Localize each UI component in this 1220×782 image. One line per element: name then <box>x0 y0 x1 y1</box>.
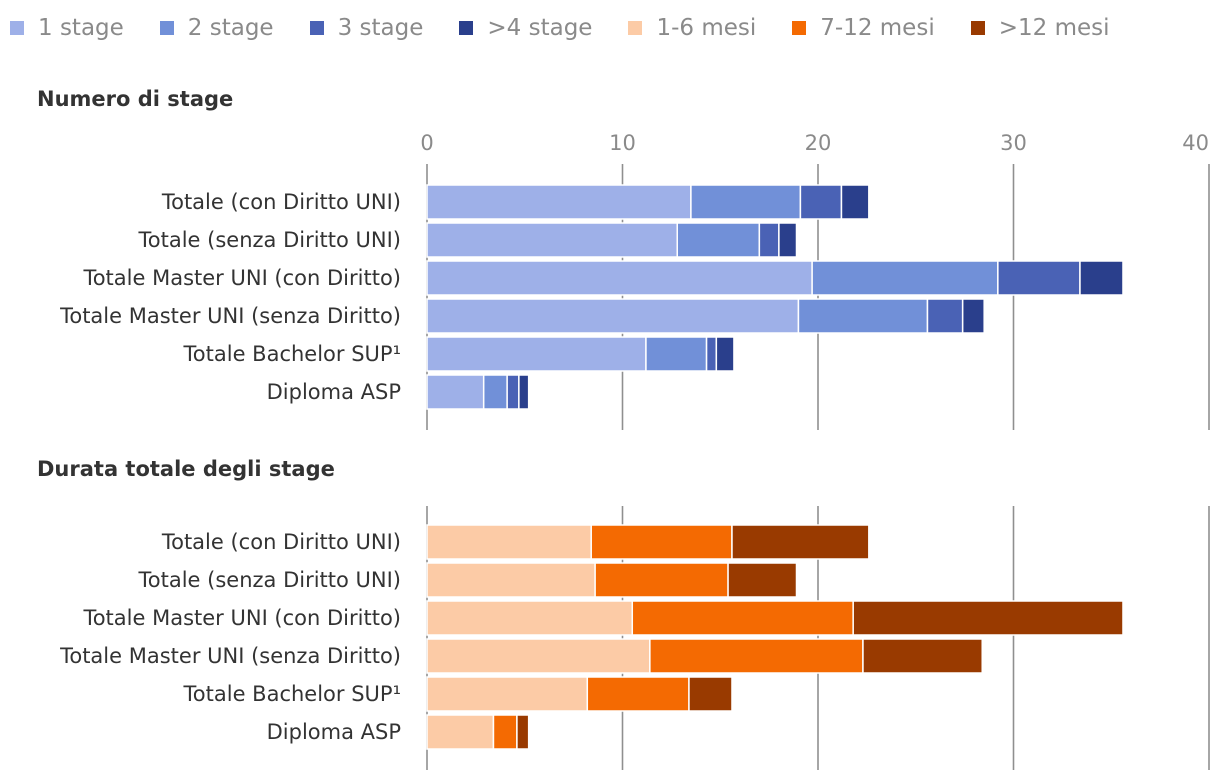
category-label: Totale (senza Diritto UNI) <box>138 228 402 252</box>
panel-title: Numero di stage <box>37 87 233 111</box>
category-label: Totale (senza Diritto UNI) <box>138 568 402 592</box>
bar-segment <box>426 260 813 296</box>
bar-segment <box>426 638 651 674</box>
tick-label: 40 <box>1182 131 1209 155</box>
bar-segment <box>676 222 761 258</box>
legend-swatch <box>159 21 174 35</box>
bar-segment <box>426 600 634 636</box>
legend-swatch <box>459 21 474 35</box>
legend-label: 1 stage <box>38 15 124 41</box>
bar-segment <box>715 336 735 372</box>
legend-item[interactable]: >12 mesi <box>970 15 1110 41</box>
legend-swatch <box>309 21 324 35</box>
bar-segment <box>594 562 729 598</box>
legend-label: 7-12 mesi <box>820 15 935 41</box>
bar-segment <box>426 524 592 560</box>
bar-segment <box>799 184 843 220</box>
category-label: Totale Master UNI (senza Diritto) <box>59 644 401 668</box>
bar-segment <box>649 638 864 674</box>
bar-segment <box>645 336 708 372</box>
bar-segment <box>426 562 596 598</box>
legend-item[interactable]: 7-12 mesi <box>792 15 935 41</box>
legend-swatch <box>628 21 643 35</box>
bar-segment <box>506 374 520 410</box>
bar-segment <box>862 638 983 674</box>
tick-label: 20 <box>805 131 832 155</box>
bar-segment <box>852 600 1124 636</box>
category-label: Diploma ASP <box>267 380 401 404</box>
bar-segment <box>997 260 1081 296</box>
bar-segment <box>426 714 495 750</box>
legend-item[interactable]: >4 stage <box>459 15 592 41</box>
legend-label: 3 stage <box>337 15 424 41</box>
tick-label: 30 <box>1000 131 1027 155</box>
bar-segment <box>688 676 733 712</box>
category-label: Totale Bachelor SUP¹ <box>183 342 401 366</box>
legend-label: 2 stage <box>187 15 274 41</box>
bar-segment <box>690 184 802 220</box>
category-label: Totale Bachelor SUP¹ <box>183 682 401 706</box>
bar-segment <box>926 298 964 334</box>
bar-segment <box>811 260 999 296</box>
legend-label: >4 stage <box>487 15 593 41</box>
bar-segment <box>705 336 718 372</box>
bar-segment <box>727 562 798 598</box>
bar-segment <box>731 524 870 560</box>
legend-swatch <box>970 21 985 35</box>
legend-item[interactable]: 1 stage <box>10 15 124 41</box>
legend-swatch <box>792 21 807 35</box>
category-label: Diploma ASP <box>267 720 401 744</box>
bar-segment <box>516 714 530 750</box>
tick-label: 0 <box>420 131 433 155</box>
legend-label: 1-6 mesi <box>656 15 757 41</box>
legend-item[interactable]: 2 stage <box>159 15 274 41</box>
category-label: Totale (con Diritto UNI) <box>161 530 401 554</box>
category-label: Totale Master UNI (con Diritto) <box>82 606 401 630</box>
category-label: Totale Master UNI (senza Diritto) <box>59 304 401 328</box>
bar-segment <box>518 374 530 410</box>
tick-label: 10 <box>609 131 636 155</box>
bar-segment <box>778 222 798 258</box>
bar-segment <box>631 600 854 636</box>
category-label: Totale (con Diritto UNI) <box>161 190 401 214</box>
bar-segment <box>426 222 678 258</box>
bar-segment <box>586 676 690 712</box>
legend-item[interactable]: 3 stage <box>309 15 424 41</box>
legend-swatch <box>10 21 24 35</box>
bar-segment <box>840 184 870 220</box>
bar-segment <box>426 184 692 220</box>
bar-segment <box>426 336 647 372</box>
bar-segment <box>797 298 929 334</box>
legend: 1 stage 2 stage 3 stage >4 stage 1-6 mesi 7-1… <box>10 8 1146 48</box>
bar-segment <box>590 524 733 560</box>
bar-segment <box>426 374 485 410</box>
bar-segment <box>1079 260 1124 296</box>
bar-segment <box>758 222 780 258</box>
category-label: Totale Master UNI (con Diritto) <box>82 266 401 290</box>
bar-segment <box>482 374 508 410</box>
bar-segment <box>426 676 589 712</box>
bar-segment <box>492 714 518 750</box>
legend-item[interactable]: 1-6 mesi <box>628 15 756 41</box>
legend-label: >12 mesi <box>998 15 1110 41</box>
panel-title: Durata totale degli stage <box>37 457 335 481</box>
bar-segment <box>961 298 985 334</box>
bar-segment <box>426 298 800 334</box>
